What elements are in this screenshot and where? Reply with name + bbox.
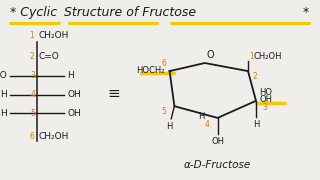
- Text: 1: 1: [250, 52, 254, 61]
- Text: OH: OH: [67, 109, 81, 118]
- Text: 6: 6: [162, 58, 166, 68]
- Text: H: H: [166, 122, 173, 131]
- Text: 3: 3: [30, 71, 35, 80]
- Text: H: H: [0, 90, 6, 99]
- Text: 5: 5: [162, 107, 166, 116]
- Text: 2: 2: [253, 72, 258, 81]
- Text: 4: 4: [30, 90, 35, 99]
- Text: CH₂OH: CH₂OH: [254, 52, 282, 61]
- Text: OH: OH: [67, 90, 81, 99]
- Text: CH₂OH: CH₂OH: [38, 132, 69, 141]
- Text: 2: 2: [29, 52, 34, 61]
- Text: HO: HO: [0, 71, 6, 80]
- Text: OH: OH: [211, 137, 224, 146]
- Text: 6: 6: [29, 132, 34, 141]
- Text: HO: HO: [259, 88, 272, 97]
- Text: H: H: [67, 71, 74, 80]
- Text: α-D-Fructose: α-D-Fructose: [184, 160, 251, 170]
- Text: C=O: C=O: [38, 52, 59, 61]
- Text: 4: 4: [205, 120, 210, 129]
- Text: OH: OH: [259, 95, 272, 104]
- Text: ≡: ≡: [107, 86, 120, 101]
- Text: *: *: [302, 6, 309, 19]
- Text: 1: 1: [29, 31, 34, 40]
- Text: H: H: [0, 109, 6, 118]
- Text: O: O: [206, 50, 214, 60]
- Text: H: H: [198, 112, 205, 121]
- Text: CH₂OH: CH₂OH: [38, 31, 69, 40]
- Text: Structure of Fructose: Structure of Fructose: [64, 6, 196, 19]
- Text: 3: 3: [262, 103, 267, 112]
- Text: 5: 5: [30, 109, 35, 118]
- Text: H: H: [253, 120, 259, 129]
- Text: * Cyclic: * Cyclic: [10, 6, 57, 19]
- Text: HOCH₂: HOCH₂: [136, 66, 165, 75]
